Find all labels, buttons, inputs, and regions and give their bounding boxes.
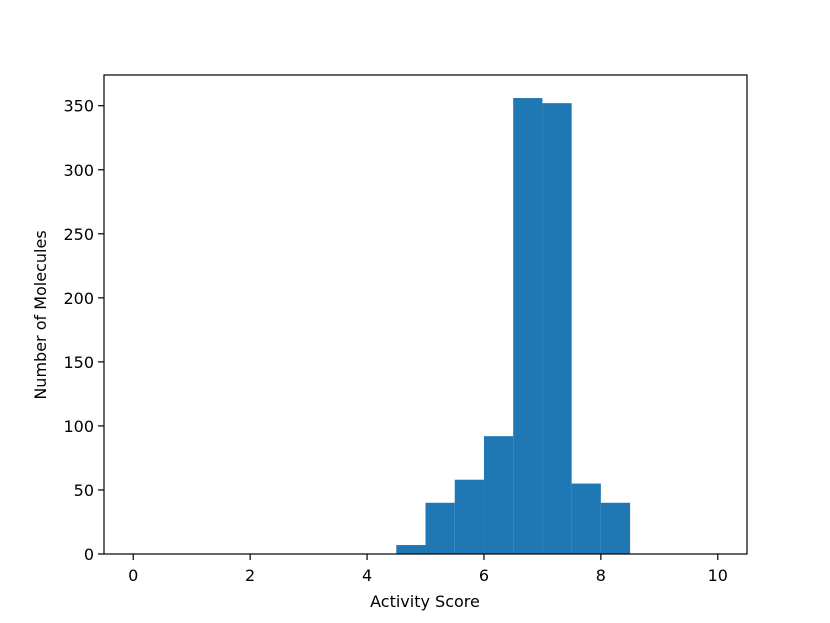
y-tick-label-1: 50: [74, 481, 94, 500]
histogram-bar-0: [396, 545, 426, 554]
histogram-bar-4: [513, 98, 543, 555]
y-tick-label-5: 250: [63, 225, 94, 244]
y-axis-label: Number of Molecules: [31, 230, 50, 399]
y-tick-label-3: 150: [63, 353, 94, 372]
y-tick-label-2: 100: [63, 417, 94, 436]
bars-group: [396, 98, 631, 555]
plot-frame: [103, 74, 748, 555]
y-axis-ticks: 0 50 100 150 200 250 300 350: [63, 97, 104, 564]
histogram-bar-7: [600, 502, 631, 554]
y-tick-label-0: 0: [84, 545, 94, 564]
y-tick-label-6: 300: [63, 161, 94, 180]
x-axis-label: Activity Score: [370, 592, 480, 611]
x-tick-label-0: 0: [128, 566, 138, 585]
x-tick-label-1: 2: [245, 566, 255, 585]
y-tick-label-4: 200: [63, 289, 94, 308]
x-tick-label-3: 6: [479, 566, 489, 585]
histogram-bar-1: [425, 502, 455, 554]
x-axis-ticks: 0 2 4 6 8 10: [128, 554, 728, 585]
x-tick-label-5: 10: [708, 566, 728, 585]
x-tick-label-2: 4: [362, 566, 372, 585]
x-tick-label-4: 8: [596, 566, 606, 585]
histogram-bar-6: [571, 483, 601, 554]
histogram-bar-3: [483, 436, 514, 554]
y-tick-label-7: 350: [63, 97, 94, 116]
histogram-bar-5: [542, 103, 572, 555]
histogram-bar-2: [454, 479, 484, 554]
